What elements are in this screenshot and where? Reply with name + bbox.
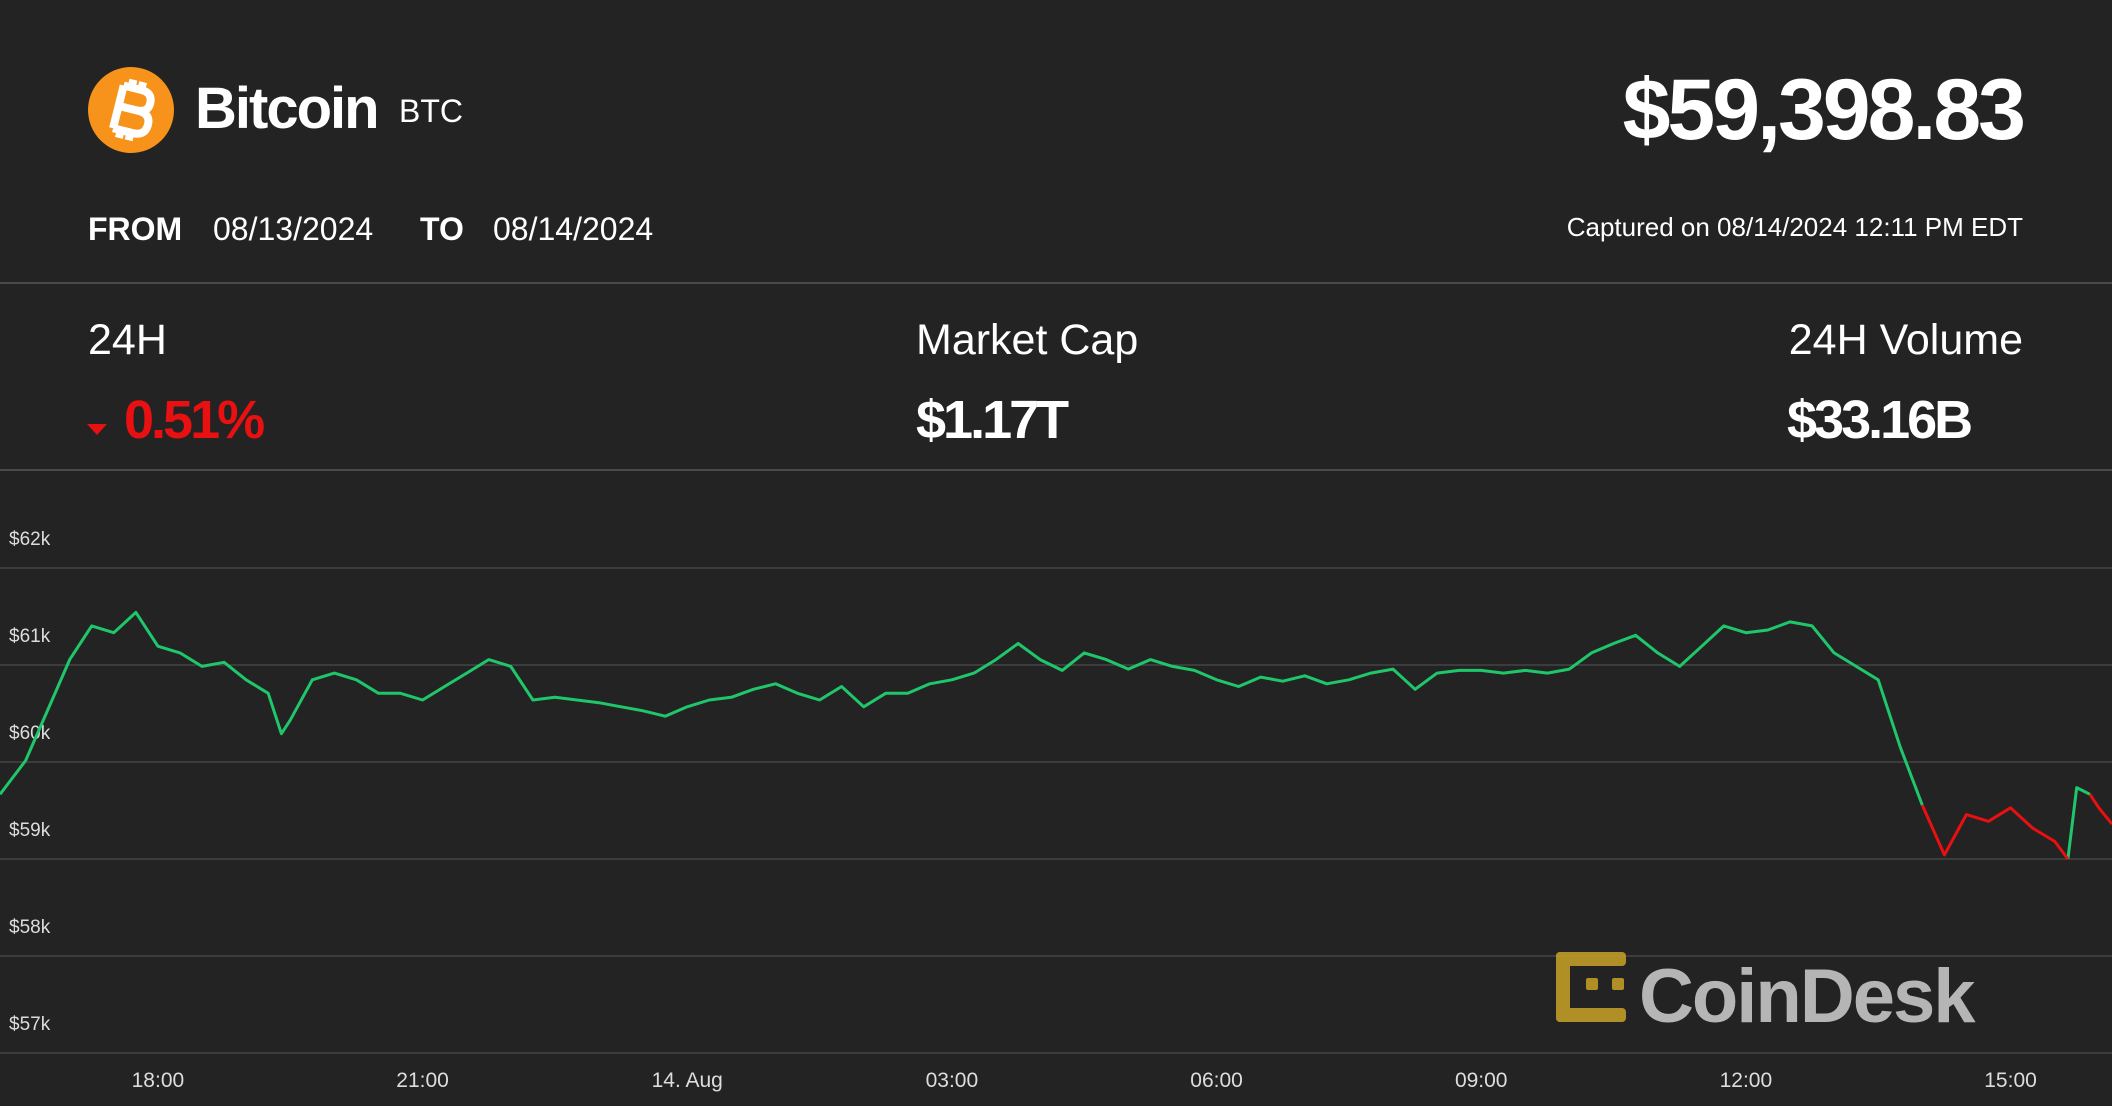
- y-tick-label: $61k: [9, 626, 51, 647]
- x-tick-label: 15:00: [1984, 1069, 2037, 1092]
- from-date: 08/13/2024: [213, 211, 373, 247]
- coin-name: Bitcoin: [195, 76, 378, 141]
- to-label: TO: [420, 211, 464, 247]
- y-tick-label: $60k: [9, 723, 51, 744]
- y-tick-label: $57k: [9, 1014, 51, 1035]
- stat-value: $33.16B: [1787, 390, 1971, 450]
- logo-glyph: [109, 78, 155, 142]
- price-line: [1920, 793, 2112, 860]
- stat-value: 0.51%: [124, 390, 264, 450]
- bitcoin-logo: [88, 67, 174, 153]
- stat-value: $1.17T: [916, 390, 1069, 450]
- coin-symbol: BTC: [399, 93, 463, 129]
- x-tick-label: 21:00: [396, 1069, 449, 1092]
- down-arrow: [87, 424, 107, 435]
- x-tick-label: 12:00: [1720, 1069, 1773, 1092]
- watermark: CoinDesk: [1556, 952, 1978, 1039]
- stat-label: Market Cap: [916, 316, 1138, 364]
- watermark-text: CoinDesk: [1639, 954, 1976, 1039]
- y-tick-label: $62k: [9, 529, 51, 550]
- grid: $57k $58k $59k $60k $61k $62k 18:00 21:00 14. Au…: [0, 529, 2112, 1092]
- x-tick-label: 03:00: [926, 1069, 979, 1092]
- price-line: [0, 610, 2091, 860]
- from-label: FROM: [88, 211, 182, 247]
- x-tick-label: 06:00: [1190, 1069, 1243, 1092]
- stat-label: 24H: [88, 316, 167, 364]
- y-tick-label: $59k: [9, 820, 51, 841]
- stat-label: 24H Volume: [1789, 316, 2023, 364]
- x-tick-label: 09:00: [1455, 1069, 1508, 1092]
- plot: [0, 610, 2112, 860]
- price: $59,398.83: [1623, 62, 2024, 158]
- x-tick-label: 14. Aug: [652, 1069, 723, 1092]
- x-tick-label: 18:00: [132, 1069, 185, 1092]
- to-date: 08/14/2024: [493, 211, 653, 247]
- captured: Captured on 08/14/2024 12:11 PM EDT: [1567, 212, 2023, 242]
- watermark-icon: [1556, 952, 1626, 1022]
- y-tick-label: $58k: [9, 917, 51, 938]
